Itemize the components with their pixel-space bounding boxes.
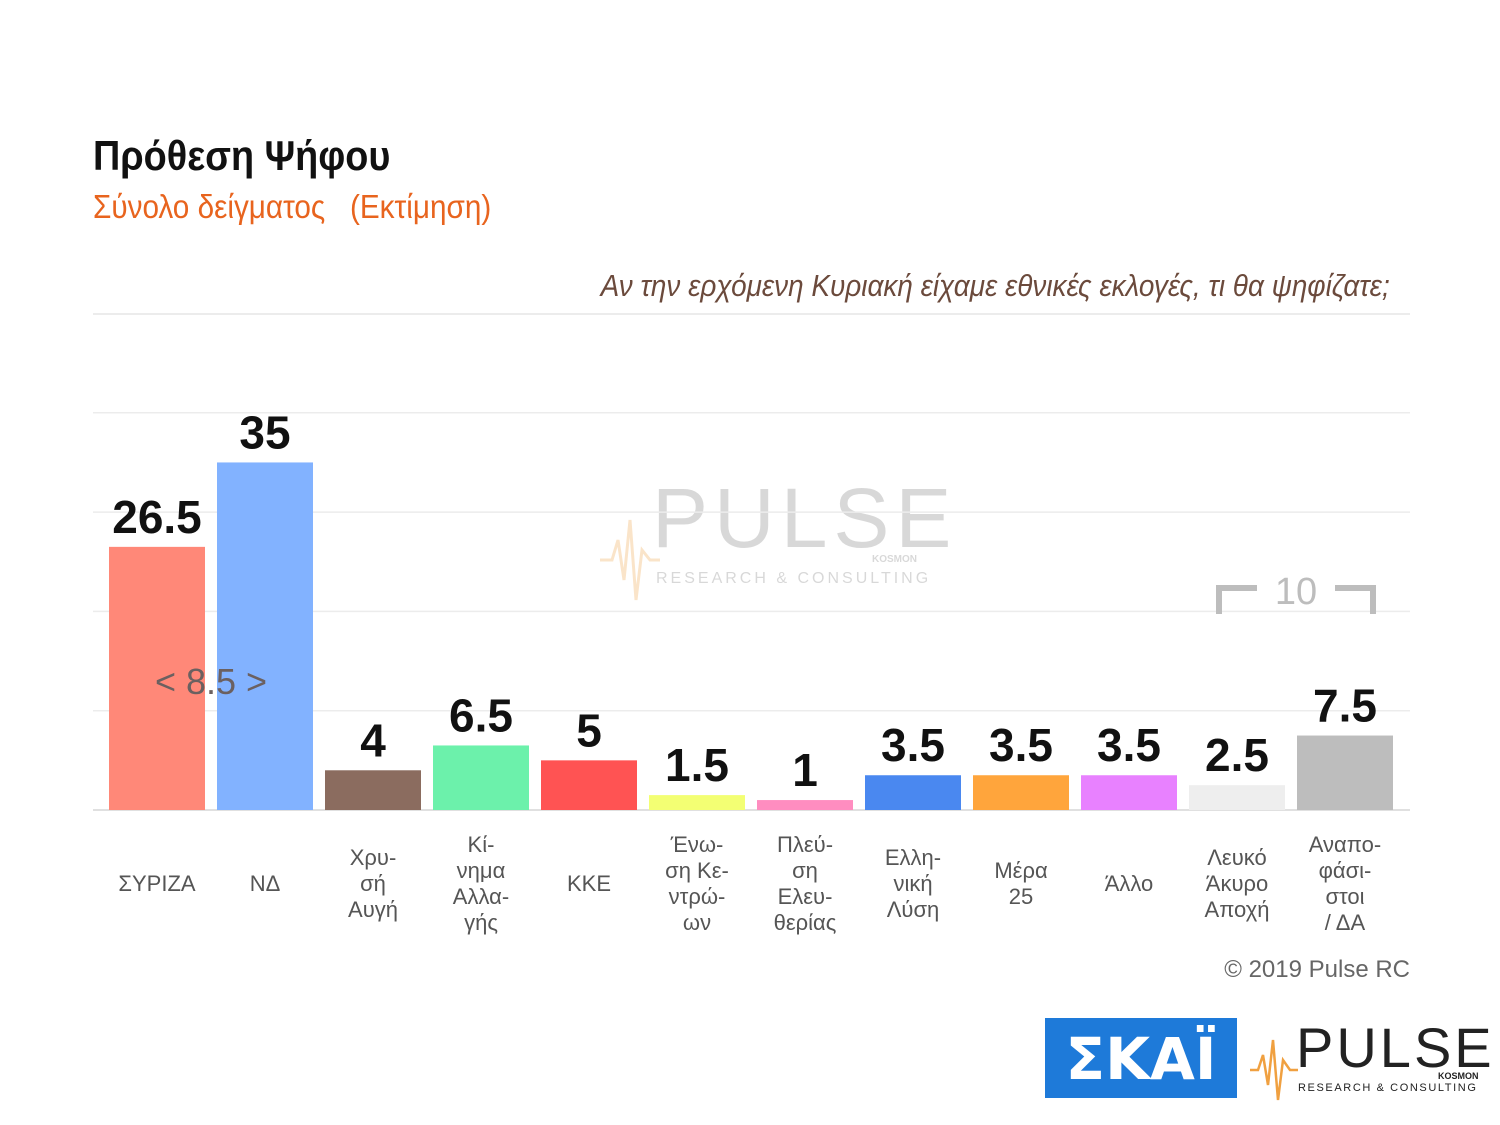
skai-logo-text: ΣΚΑΪ: [1065, 1024, 1216, 1093]
category-label: ΣΥΡΙΖΑ: [118, 871, 195, 896]
category-label: ΝΔ: [250, 871, 281, 896]
bar: [1297, 735, 1393, 810]
bar: [649, 795, 745, 810]
gap-annotation: < 8.5 >: [155, 661, 267, 702]
category-label: νημα: [457, 858, 506, 883]
pulse-logo-wave-icon: [1250, 1039, 1298, 1101]
category-label: / ΔΑ: [1325, 910, 1366, 935]
category-label: νική: [893, 871, 932, 896]
category-label: Ελευ-: [778, 884, 833, 909]
category-label: Χρυ-: [350, 845, 397, 870]
bar-value-label: 2.5: [1205, 729, 1269, 781]
pulse-watermark: PULSE KOSMOΝ RESEARCH & CONSULTING: [600, 470, 951, 601]
category-label: Αναπο-: [1309, 832, 1381, 857]
category-label: Λύση: [887, 897, 940, 922]
category-label: Πλεύ-: [777, 832, 833, 857]
bar-value-label: 3.5: [1097, 719, 1161, 771]
bracket-right: [1335, 585, 1376, 614]
bar: [325, 770, 421, 810]
category-label: θερίας: [774, 910, 837, 935]
pulse-wave-icon: [600, 519, 660, 601]
category-label: Άλλο: [1105, 871, 1154, 896]
bar: [865, 775, 961, 810]
category-label: φάσι-: [1319, 858, 1372, 883]
bar-value-label: 1: [792, 744, 818, 796]
category-label: Ένω-: [670, 832, 724, 857]
bar-value-label: 1.5: [665, 739, 729, 791]
category-label: Μέρα: [994, 858, 1048, 883]
category-label: Κί-: [468, 832, 495, 857]
category-label: 25: [1009, 884, 1033, 909]
page-subtitle: Σύνολο δείγματος (Εκτίμηση): [93, 188, 492, 225]
bar: [1081, 775, 1177, 810]
bar-value-label: 6.5: [449, 689, 513, 741]
watermark-brand: PULSE: [652, 471, 958, 565]
category-label: Αποχή: [1205, 897, 1270, 922]
bar-value-label: 3.5: [881, 719, 945, 771]
category-label: ση Κε-: [665, 858, 729, 883]
bar: [541, 760, 637, 810]
pulse-logo-tagline: RESEARCH & CONSULTING: [1298, 1082, 1478, 1094]
bar-value-label: 7.5: [1313, 680, 1377, 732]
pulse-logo-brand: PULSE: [1296, 1016, 1495, 1079]
survey-question: Αν την ερχόμενη Κυριακή είχαμε εθνικές ε…: [600, 268, 1390, 303]
category-label: Λευκό: [1207, 845, 1267, 870]
category-label: Αλλα-: [453, 884, 509, 909]
bracket-annotation: 10: [1275, 571, 1317, 613]
bar-value-label: 26.5: [112, 491, 202, 543]
category-label: στοι: [1325, 884, 1364, 909]
skai-logo: ΣΚΑΪ: [1045, 1018, 1237, 1098]
bar: [433, 745, 529, 810]
watermark-tagline: RESEARCH & CONSULTING: [656, 570, 932, 587]
category-label: ων: [683, 910, 711, 935]
bar-value-label: 35: [239, 406, 290, 458]
pulse-logo-sub-brand: KOSMOΝ: [1438, 1071, 1479, 1081]
category-label: Ελλη-: [885, 845, 941, 870]
pulse-logo: PULSE KOSMOΝ RESEARCH & CONSULTING: [1248, 1015, 1492, 1105]
bar: [109, 546, 205, 810]
category-label: ΚΚΕ: [567, 871, 611, 896]
copyright-note: © 2019 Pulse RC: [1224, 956, 1410, 983]
page-title: Πρόθεση Ψήφου: [93, 132, 391, 179]
bar: [757, 800, 853, 810]
bar-value-label: 4: [360, 714, 386, 766]
category-label: σή: [360, 871, 386, 896]
bar: [217, 462, 313, 810]
category-label: Αυγή: [348, 897, 398, 922]
bracket-left: [1216, 585, 1257, 614]
watermark-sub-brand: KOSMOΝ: [872, 554, 917, 565]
bar-value-label: 5: [576, 704, 602, 756]
category-label: ση: [792, 858, 818, 883]
bar: [1189, 785, 1285, 810]
bar: [973, 775, 1069, 810]
category-label: Άκυρο: [1206, 871, 1268, 896]
category-label: ντρώ-: [669, 884, 726, 909]
bar-value-label: 3.5: [989, 719, 1053, 771]
category-label: γής: [464, 910, 498, 935]
